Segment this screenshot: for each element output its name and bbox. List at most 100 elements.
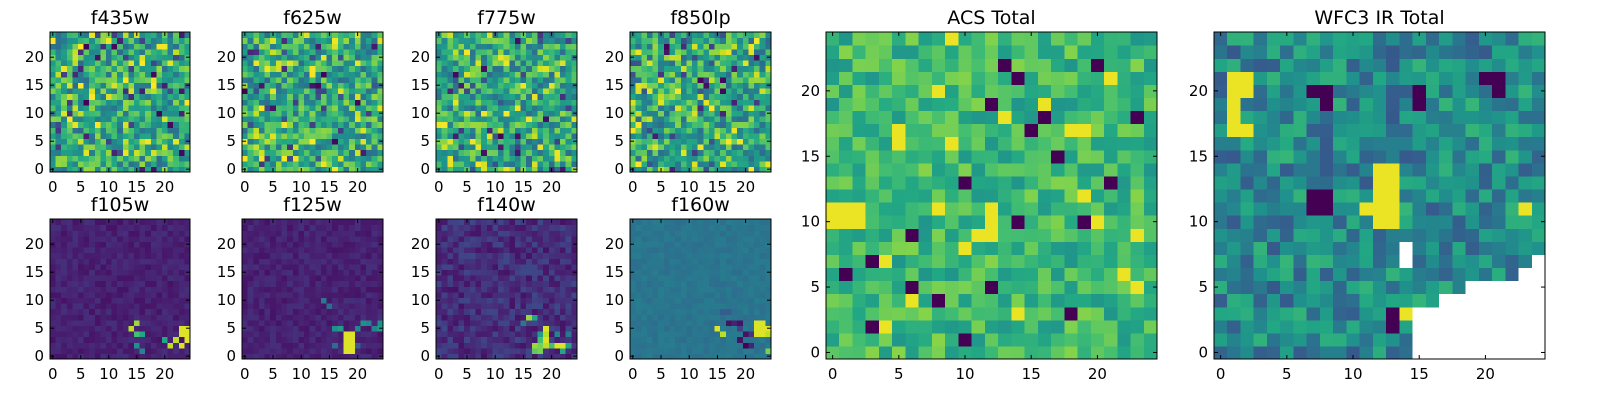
heatmap-cell (565, 325, 572, 332)
heatmap-cell (475, 280, 482, 287)
heatmap-cell (377, 43, 384, 50)
x-tick-label: 5 (76, 178, 86, 196)
heatmap-cell (332, 224, 339, 231)
heatmap-cell (447, 241, 454, 248)
heatmap-cell (72, 297, 79, 304)
heatmap-cell (242, 235, 249, 242)
heatmap-cell (675, 336, 682, 343)
heatmap-cell (708, 286, 716, 293)
heatmap-cell (543, 60, 550, 67)
heatmap-cell (72, 286, 79, 293)
heatmap-cell (122, 235, 129, 242)
heatmap-cell (692, 224, 699, 231)
heatmap-cell (247, 230, 254, 237)
x-tick-label: 15 (514, 365, 533, 383)
heatmap-cell (128, 263, 135, 270)
heatmap-cell (78, 325, 85, 332)
heatmap-cell (464, 121, 471, 128)
heatmap-cell (89, 308, 96, 315)
heatmap-cell (320, 319, 328, 326)
heatmap-cell (106, 252, 113, 259)
heatmap-cell (436, 263, 443, 270)
heatmap-cell (150, 60, 157, 67)
heatmap-cell (377, 219, 384, 226)
heatmap-cell (714, 155, 721, 162)
heatmap-cell (150, 230, 157, 237)
heatmap-cell (492, 48, 499, 55)
heatmap-cell (122, 269, 129, 276)
heatmap-cell (646, 99, 654, 106)
heatmap-cell (371, 275, 378, 282)
heatmap-cell (680, 308, 687, 315)
heatmap-cell (492, 224, 499, 231)
heatmap-cell (646, 65, 654, 72)
heatmap-cell (680, 48, 687, 55)
heatmap-cell (509, 275, 516, 282)
heatmap-cell (554, 37, 561, 44)
heatmap-cell (337, 314, 345, 321)
heatmap-cell (83, 275, 90, 282)
heatmap-cell (343, 76, 350, 83)
heatmap-cell (349, 132, 356, 139)
heatmap-cell (481, 331, 488, 338)
heatmap-cell (270, 252, 277, 259)
heatmap-cell (326, 325, 333, 332)
heatmap-cell (686, 132, 693, 139)
heatmap-cell (371, 82, 378, 89)
heatmap-cell (145, 247, 152, 254)
heatmap-cell (281, 263, 288, 270)
heatmap-cell (514, 263, 522, 270)
heatmap-cell (520, 93, 527, 100)
x-tick-label: 5 (462, 365, 472, 383)
heatmap-cell (663, 247, 671, 254)
heatmap-cell (94, 99, 101, 106)
heatmap-cell (117, 93, 124, 100)
heatmap-cell (641, 286, 648, 293)
heatmap-cell (543, 252, 550, 259)
heatmap-cell (548, 93, 556, 100)
heatmap-cell (173, 110, 180, 117)
heatmap-cell (55, 353, 62, 360)
heatmap-cell (275, 297, 283, 304)
heatmap-cell (641, 76, 648, 83)
heatmap-cell (184, 32, 191, 39)
heatmap-cell (526, 297, 533, 304)
heatmap-cell (50, 331, 57, 338)
heatmap-cell (139, 263, 146, 270)
heatmap-cell (503, 297, 510, 304)
heatmap-cell (275, 275, 283, 282)
heatmap-cell (72, 82, 79, 89)
heatmap-cell (498, 37, 505, 44)
heatmap-cell (173, 219, 180, 226)
heatmap-cell (292, 291, 299, 298)
x-tick-label: 5 (462, 178, 472, 196)
heatmap-cell (349, 144, 356, 151)
heatmap-cell (343, 280, 350, 287)
heatmap-cell (742, 43, 750, 50)
heatmap-cell (360, 291, 367, 298)
heatmap-cell (560, 65, 567, 72)
heatmap-cell (731, 104, 738, 111)
heatmap-cell (315, 331, 322, 338)
heatmap-cell (292, 286, 299, 293)
heatmap-cell (675, 65, 682, 72)
heatmap-cell (571, 286, 578, 293)
heatmap-cell (117, 336, 124, 343)
heatmap-cell (560, 43, 567, 50)
heatmap-cell (264, 269, 271, 276)
heatmap-cell (526, 241, 533, 248)
y-tick-label: 10 (411, 291, 430, 309)
heatmap-cell (156, 48, 163, 55)
heatmap-cell (663, 149, 671, 156)
heatmap-cell (765, 93, 772, 100)
heatmap-cell (548, 235, 556, 242)
heatmap-cell (714, 65, 721, 72)
heatmap-cell (150, 104, 157, 111)
heatmap-cell (326, 37, 333, 44)
heatmap-cell (61, 308, 68, 315)
heatmap-cell (111, 32, 118, 39)
heatmap-cell (692, 308, 699, 315)
heatmap-cell (708, 48, 716, 55)
heatmap-cell (475, 54, 482, 61)
heatmap-cell (258, 60, 266, 67)
